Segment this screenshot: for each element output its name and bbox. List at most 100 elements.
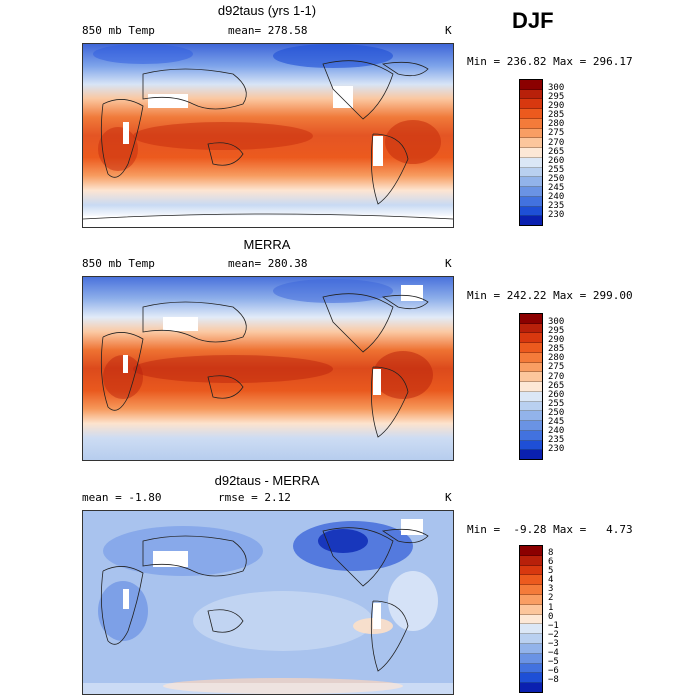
colorbar-tick-label: 290 <box>548 335 565 346</box>
colorbar-tick-label: 250 <box>548 407 565 418</box>
colorbar-tick-label: 4 <box>548 575 554 586</box>
colorbar-tick-label: 240 <box>548 426 565 437</box>
colorbar-swatch <box>520 594 542 605</box>
colorbar-tick-label: 250 <box>548 173 565 184</box>
panel-diff-mean-label: mean = -1.80 <box>82 491 162 504</box>
colorbar-swatch <box>520 80 542 90</box>
panel-obs-colorbar <box>519 313 543 460</box>
colorbar-swatch <box>520 565 542 576</box>
colorbar-swatch <box>520 109 542 119</box>
colorbar-tick-label: −2 <box>548 629 559 640</box>
panel-diff-unit-label: K <box>445 491 452 504</box>
colorbar-tick-label: 2 <box>548 593 554 604</box>
colorbar-tick-label: 8 <box>548 548 554 558</box>
colorbar-swatch <box>520 118 542 129</box>
panel-model-title: d92taus (yrs 1-1) <box>217 3 317 18</box>
colorbar-tick-label: 295 <box>548 326 565 337</box>
colorbar-swatch <box>520 663 542 674</box>
colorbar-tick-label: 245 <box>548 183 565 194</box>
colorbar-tick-label: 1 <box>548 602 554 613</box>
panel-diff-map-graphic <box>83 511 453 694</box>
colorbar-tick-label: 275 <box>548 362 565 373</box>
colorbar-tick-label: −3 <box>548 638 559 649</box>
colorbar-swatch <box>520 128 542 139</box>
season-label: DJF <box>512 8 554 33</box>
panel-diff-minmax: Min = -9.28 Max = 4.73 <box>467 523 633 536</box>
panel-model-mean-label: mean= 278.58 <box>228 24 308 37</box>
colorbar-swatch <box>520 157 542 168</box>
panel-obs-colorbar-labels: 300 295 290 285 280 275 270 265 260 255 250 245 240 2… <box>548 317 565 454</box>
colorbar-tick-label: 260 <box>548 389 565 400</box>
colorbar-swatch <box>520 187 542 197</box>
colorbar-swatch <box>520 177 542 188</box>
colorbar-tick-label: 300 <box>548 317 565 327</box>
colorbar-tick-label: 3 <box>548 584 554 595</box>
colorbar-swatch <box>520 148 542 158</box>
colorbar-tick-label: 280 <box>548 119 565 130</box>
colorbar-swatch <box>520 430 542 441</box>
colorbar-swatch <box>520 604 542 615</box>
colorbar-swatch <box>520 372 542 383</box>
panel-diff-colorbar <box>519 545 543 693</box>
colorbar-tick-label: 240 <box>548 192 565 203</box>
colorbar-swatch <box>520 683 542 692</box>
colorbar-swatch <box>520 167 542 178</box>
colorbar-tick-label: −4 <box>548 648 559 659</box>
colorbar-tick-label: 265 <box>548 146 565 157</box>
colorbar-swatch <box>520 343 542 353</box>
panel-model-colorbar-labels: 300 295 290 285 280 275 270 265 260 255 250 245 240 2… <box>548 83 565 221</box>
colorbar-swatch <box>520 391 542 402</box>
colorbar-tick-label: 0 <box>548 611 554 622</box>
colorbar-swatch <box>520 138 542 149</box>
colorbar-swatch <box>520 216 542 226</box>
panel-diff-title: d92taus - MERRA <box>214 473 320 488</box>
colorbar-tick-label: 235 <box>548 435 565 446</box>
colorbar-swatch <box>520 421 542 431</box>
colorbar-tick-label: 255 <box>548 398 565 409</box>
colorbar-swatch <box>520 614 542 625</box>
colorbar-tick-label: 270 <box>548 137 565 148</box>
colorbar-tick-label: 280 <box>548 353 565 364</box>
colorbar-swatch <box>520 653 542 664</box>
panel-obs-variable-label: 850 mb Temp <box>82 257 155 270</box>
panel-obs-map <box>82 276 454 461</box>
colorbar-tick-label: 275 <box>548 128 565 139</box>
colorbar-tick-label: 6 <box>548 557 554 568</box>
panel-model-minmax: Min = 236.82 Max = 296.17 <box>467 55 633 68</box>
colorbar-tick-label: 260 <box>548 155 565 166</box>
colorbar-tick-label: 285 <box>548 344 565 355</box>
panel-obs-title: MERRA <box>243 237 291 252</box>
colorbar-swatch <box>520 314 542 324</box>
colorbar-tick-label: 255 <box>548 164 565 175</box>
panel-obs-map-graphic <box>83 277 453 460</box>
colorbar-swatch <box>520 206 542 217</box>
colorbar-tick-label: 235 <box>548 201 565 212</box>
colorbar-swatch <box>520 440 542 451</box>
colorbar-swatch <box>520 89 542 100</box>
panel-model-map-graphic <box>83 44 453 227</box>
colorbar-tick-label: −6 <box>548 666 559 677</box>
colorbar-tick-label: 245 <box>548 417 565 428</box>
colorbar-swatch <box>520 624 542 635</box>
colorbar-tick-label: 270 <box>548 371 565 382</box>
colorbar-swatch <box>520 401 542 412</box>
colorbar-swatch <box>520 643 542 654</box>
colorbar-swatch <box>520 362 542 373</box>
colorbar-tick-label: 265 <box>548 380 565 391</box>
panel-obs-mean-label: mean= 280.38 <box>228 257 308 270</box>
colorbar-swatch <box>520 411 542 422</box>
colorbar-swatch <box>520 585 542 595</box>
panel-diff-colorbar-labels: 8 6 5 4 3 2 1 0 −1 −2 −3 −4 −5 −6 −8 <box>548 548 559 685</box>
colorbar-swatch <box>520 575 542 586</box>
colorbar-swatch <box>520 323 542 334</box>
panel-model-map <box>82 43 454 228</box>
panel-diff-rmse-label: rmse = 2.12 <box>218 491 291 504</box>
panel-obs-unit-label: K <box>445 257 452 270</box>
colorbar-swatch <box>520 450 542 460</box>
colorbar-tick-label: 230 <box>548 210 565 221</box>
colorbar-tick-label: 295 <box>548 92 565 103</box>
colorbar-swatch <box>520 99 542 110</box>
colorbar-swatch <box>520 546 542 556</box>
panel-diff-map <box>82 510 454 695</box>
colorbar-tick-label: −5 <box>548 657 559 668</box>
